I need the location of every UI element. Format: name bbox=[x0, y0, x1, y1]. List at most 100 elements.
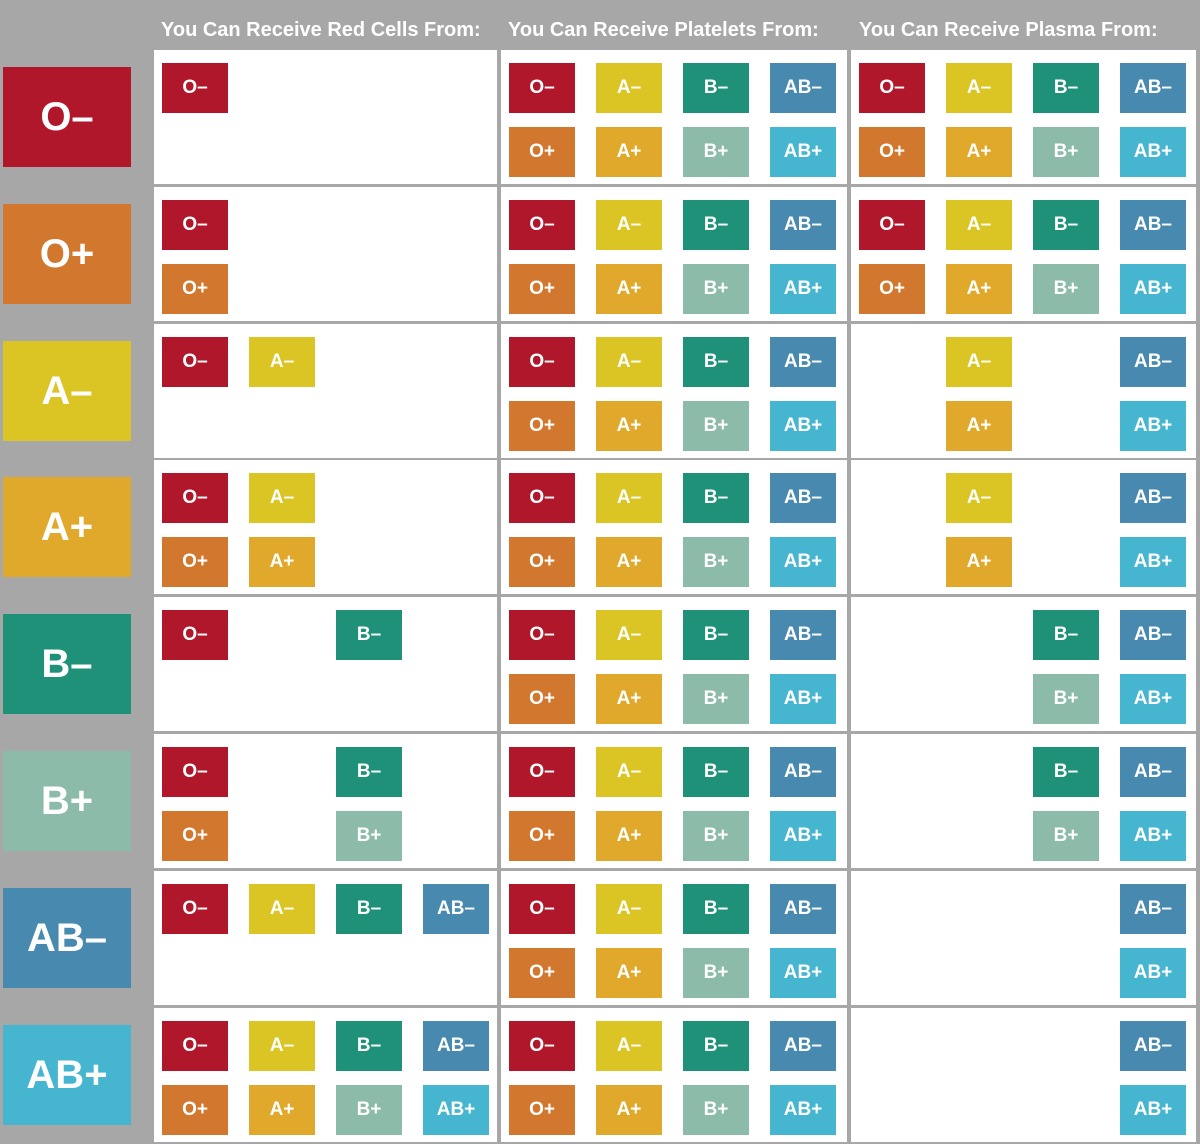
chip-ab-neg: AB– bbox=[423, 1021, 489, 1071]
chip-b-neg: B– bbox=[683, 473, 749, 523]
chip-o-neg: O– bbox=[509, 610, 575, 660]
chip-a-pos: A+ bbox=[596, 674, 662, 724]
chip-a-pos: A+ bbox=[249, 537, 315, 587]
chip-o-pos: O+ bbox=[859, 264, 925, 314]
chip-o-neg: O– bbox=[162, 747, 228, 797]
chip-b-pos: B+ bbox=[336, 1085, 402, 1135]
chip-a-pos: A+ bbox=[249, 1085, 315, 1135]
chip-ab-neg: AB– bbox=[770, 337, 836, 387]
chip-ab-pos: AB+ bbox=[1120, 264, 1186, 314]
chip-ab-pos: AB+ bbox=[770, 401, 836, 451]
chip-a-neg: A– bbox=[596, 473, 662, 523]
chip-b-neg: B– bbox=[683, 337, 749, 387]
chip-o-neg: O– bbox=[509, 337, 575, 387]
chip-o-neg: O– bbox=[509, 884, 575, 934]
chip-a-pos: A+ bbox=[596, 264, 662, 314]
chip-ab-neg: AB– bbox=[770, 200, 836, 250]
chip-ab-pos: AB+ bbox=[770, 948, 836, 998]
recipient-label-b-neg: B– bbox=[3, 614, 131, 714]
chip-b-neg: B– bbox=[336, 884, 402, 934]
chip-o-neg: O– bbox=[162, 884, 228, 934]
chip-b-neg: B– bbox=[1033, 610, 1099, 660]
chip-o-neg: O– bbox=[162, 1021, 228, 1071]
panel-red-cells-a-neg: O– A– bbox=[154, 324, 497, 458]
chip-o-pos: O+ bbox=[509, 674, 575, 724]
chip-o-neg: O– bbox=[162, 63, 228, 113]
chip-ab-neg: AB– bbox=[770, 747, 836, 797]
chip-o-neg: O– bbox=[509, 747, 575, 797]
panel-plasma-a-neg: A– AB– A+ AB+ bbox=[851, 324, 1196, 458]
chip-ab-pos: AB+ bbox=[1120, 1085, 1186, 1135]
panel-platelets-b-neg: O– A– B– AB– O+ A+ B+ AB+ bbox=[501, 597, 847, 731]
chip-a-pos: A+ bbox=[946, 127, 1012, 177]
chip-b-pos: B+ bbox=[683, 948, 749, 998]
chip-ab-pos: AB+ bbox=[770, 127, 836, 177]
chip-a-pos: A+ bbox=[596, 1085, 662, 1135]
chip-a-neg: A– bbox=[596, 337, 662, 387]
chip-o-pos: O+ bbox=[162, 811, 228, 861]
chip-ab-pos: AB+ bbox=[1120, 127, 1186, 177]
chip-a-pos: A+ bbox=[946, 401, 1012, 451]
panel-red-cells-b-pos: O– B– O+ B+ bbox=[154, 734, 497, 868]
chip-o-neg: O– bbox=[162, 473, 228, 523]
chip-b-neg: B– bbox=[336, 1021, 402, 1071]
chip-a-pos: A+ bbox=[596, 948, 662, 998]
chip-b-neg: B– bbox=[683, 200, 749, 250]
panel-plasma-o-pos: O– A– B– AB– O+ A+ B+ AB+ bbox=[851, 187, 1196, 321]
chip-b-pos: B+ bbox=[683, 674, 749, 724]
chip-o-pos: O+ bbox=[162, 264, 228, 314]
panel-platelets-ab-pos: O– A– B– AB– O+ A+ B+ AB+ bbox=[501, 1008, 847, 1142]
chip-a-pos: A+ bbox=[946, 264, 1012, 314]
chip-b-pos: B+ bbox=[683, 127, 749, 177]
chip-ab-neg: AB– bbox=[770, 610, 836, 660]
chip-ab-pos: AB+ bbox=[770, 264, 836, 314]
chip-ab-pos: AB+ bbox=[1120, 811, 1186, 861]
panel-red-cells-b-neg: O– B– bbox=[154, 597, 497, 731]
chip-ab-pos: AB+ bbox=[1120, 948, 1186, 998]
panel-red-cells-o-pos: O– O+ bbox=[154, 187, 497, 321]
chip-b-pos: B+ bbox=[1033, 264, 1099, 314]
chip-o-pos: O+ bbox=[509, 811, 575, 861]
chip-a-neg: A– bbox=[596, 610, 662, 660]
chip-o-neg: O– bbox=[509, 63, 575, 113]
panel-platelets-o-neg: O– A– B– AB– O+ A+ B+ AB+ bbox=[501, 50, 847, 184]
chip-o-pos: O+ bbox=[509, 1085, 575, 1135]
chip-o-pos: O+ bbox=[509, 127, 575, 177]
panel-platelets-ab-neg: O– A– B– AB– O+ A+ B+ AB+ bbox=[501, 871, 847, 1005]
panel-platelets-b-pos: O– A– B– AB– O+ A+ B+ AB+ bbox=[501, 734, 847, 868]
chip-a-pos: A+ bbox=[596, 537, 662, 587]
panel-plasma-a-pos: A– AB– A+ AB+ bbox=[851, 460, 1196, 594]
chip-b-neg: B– bbox=[1033, 63, 1099, 113]
chip-o-pos: O+ bbox=[509, 264, 575, 314]
chip-o-pos: O+ bbox=[509, 401, 575, 451]
chip-o-neg: O– bbox=[509, 473, 575, 523]
panel-red-cells-a-pos: O– A– O+ A+ bbox=[154, 460, 497, 594]
recipient-label-b-pos: B+ bbox=[3, 751, 131, 851]
chip-b-neg: B– bbox=[1033, 200, 1099, 250]
chip-o-neg: O– bbox=[509, 1021, 575, 1071]
chip-ab-neg: AB– bbox=[770, 63, 836, 113]
panel-plasma-ab-pos: AB– AB+ bbox=[851, 1008, 1196, 1142]
chip-ab-pos: AB+ bbox=[1120, 401, 1186, 451]
chip-a-neg: A– bbox=[946, 63, 1012, 113]
chip-b-neg: B– bbox=[336, 610, 402, 660]
chip-b-pos: B+ bbox=[683, 811, 749, 861]
chip-a-pos: A+ bbox=[596, 127, 662, 177]
chip-a-pos: A+ bbox=[946, 537, 1012, 587]
chip-ab-neg: AB– bbox=[1120, 473, 1186, 523]
chip-b-pos: B+ bbox=[683, 401, 749, 451]
chip-a-neg: A– bbox=[946, 337, 1012, 387]
chip-b-neg: B– bbox=[1033, 747, 1099, 797]
chip-b-pos: B+ bbox=[1033, 674, 1099, 724]
chip-a-neg: A– bbox=[596, 884, 662, 934]
chip-o-pos: O+ bbox=[859, 127, 925, 177]
chip-ab-neg: AB– bbox=[1120, 200, 1186, 250]
chip-ab-neg: AB– bbox=[770, 1021, 836, 1071]
recipient-label-ab-neg: AB– bbox=[3, 888, 131, 988]
chip-ab-neg: AB– bbox=[1120, 747, 1186, 797]
chip-ab-neg: AB– bbox=[1120, 337, 1186, 387]
recipient-label-o-neg: O– bbox=[3, 67, 131, 167]
chip-ab-pos: AB+ bbox=[770, 811, 836, 861]
chip-o-neg: O– bbox=[859, 63, 925, 113]
